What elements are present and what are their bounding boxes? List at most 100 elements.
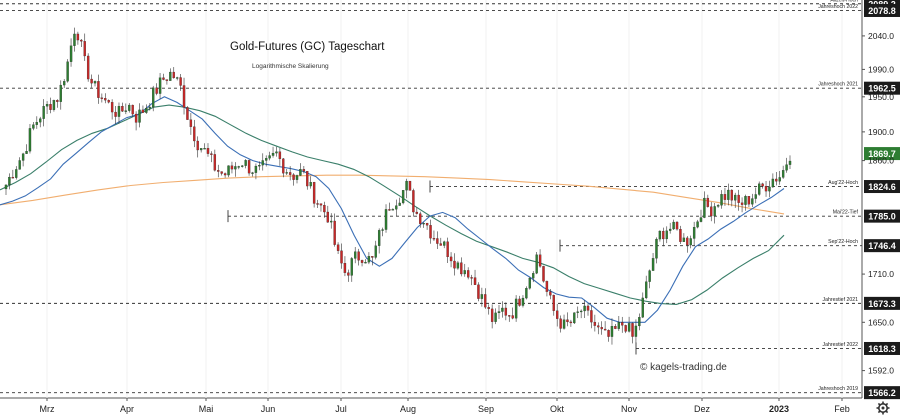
candle-body [230,165,234,170]
candle-body [737,194,740,203]
candle-body [210,153,213,155]
candle-body [778,177,781,182]
level-note-6: Jahrestief 2021 [823,297,859,303]
candle-body [299,169,302,176]
candle-body [323,205,326,213]
candle-body [511,315,514,319]
candle-body [579,310,583,313]
level-note-2: Jahreshoch 2021 [818,82,858,88]
x-tick-label-1: Apr [120,404,134,414]
candle-body [703,197,706,218]
candle-body [340,250,343,264]
candle-body [751,198,754,205]
candle-body [679,229,682,242]
candle-body [501,307,504,312]
candle-body [699,217,703,222]
candle-body [538,254,542,267]
candle-body [723,194,727,200]
candle-body [463,270,466,275]
candle-body [754,194,757,199]
candle-body [63,81,66,86]
candle-body [672,221,675,230]
candle-body [319,203,323,206]
candle-body [172,71,175,79]
moving-averages [0,96,785,323]
candle-body [244,160,247,166]
candle-body [275,151,278,154]
candle-body [165,79,169,81]
candle-body [470,277,473,279]
candle-body [39,118,42,123]
candle-body [494,312,497,322]
candle-body [203,148,206,150]
candle-body [206,148,210,154]
last-price-box [864,147,900,161]
candle-body [398,202,401,206]
candle-body [429,225,432,239]
level-box-1 [864,3,900,17]
candle-body [648,270,651,282]
candle-body [76,33,80,41]
candle-body [412,190,415,213]
sma-short-line [0,96,785,323]
candle-body [710,206,713,217]
candle-body [213,154,217,171]
candle-body [645,281,648,299]
y-tick-label-3: 1900.0 [868,127,894,137]
candle-body [110,102,114,113]
candle-body [4,184,8,190]
candle-body [25,151,28,154]
candle-body [354,251,357,259]
candle-body [350,258,353,276]
candle-body [128,104,131,111]
x-tick-label-8: Nov [621,404,638,414]
candle-body [514,298,518,319]
candle-body [107,100,110,103]
candle-body [744,196,747,205]
candle-body [696,221,699,228]
candle-body [415,211,419,214]
candle-body [401,190,405,204]
candle-body [621,322,624,326]
candle-body [175,77,179,79]
level-box-2 [864,81,900,95]
candle-body [686,237,689,246]
candle-body [641,297,644,318]
candle-body [713,206,716,217]
candle-body [179,77,182,86]
copyright-watermark: © kagels-trading.de [640,362,727,373]
settings-gear-icon[interactable] [876,401,890,415]
candle-body [668,228,672,231]
candle-body [145,107,148,113]
level-value-7: 1618.3 [868,344,896,354]
x-tick-label-10: 2023 [769,404,789,414]
candle-body [90,78,93,84]
candle-body [309,182,312,187]
candle-body [292,174,295,180]
candle-body [391,209,395,211]
candle-body [265,158,268,161]
candle-body [330,220,333,223]
candle-body [69,45,73,62]
level-box-4 [864,209,900,223]
candle-body [422,222,425,225]
candle-body [21,153,25,161]
candle-body [655,238,658,259]
candle-body [148,106,151,109]
candle-body [675,221,679,230]
candle-body [449,256,453,262]
candle-body [52,100,56,110]
level-note-1: Jahreshoch 2022 [818,4,858,10]
candle-body [624,325,627,332]
candle-body [425,222,429,226]
candle-body [282,158,285,174]
candle-body [141,109,145,113]
level-value-4: 1785.0 [868,212,896,222]
x-tick-label-11: Feb [834,404,850,414]
candle-body [775,178,778,182]
candle-body [295,175,299,180]
level-note-7: Jahrestief 2022 [823,342,859,348]
candle-body [638,317,641,327]
candle-body [662,230,665,240]
candle-body [785,164,788,171]
